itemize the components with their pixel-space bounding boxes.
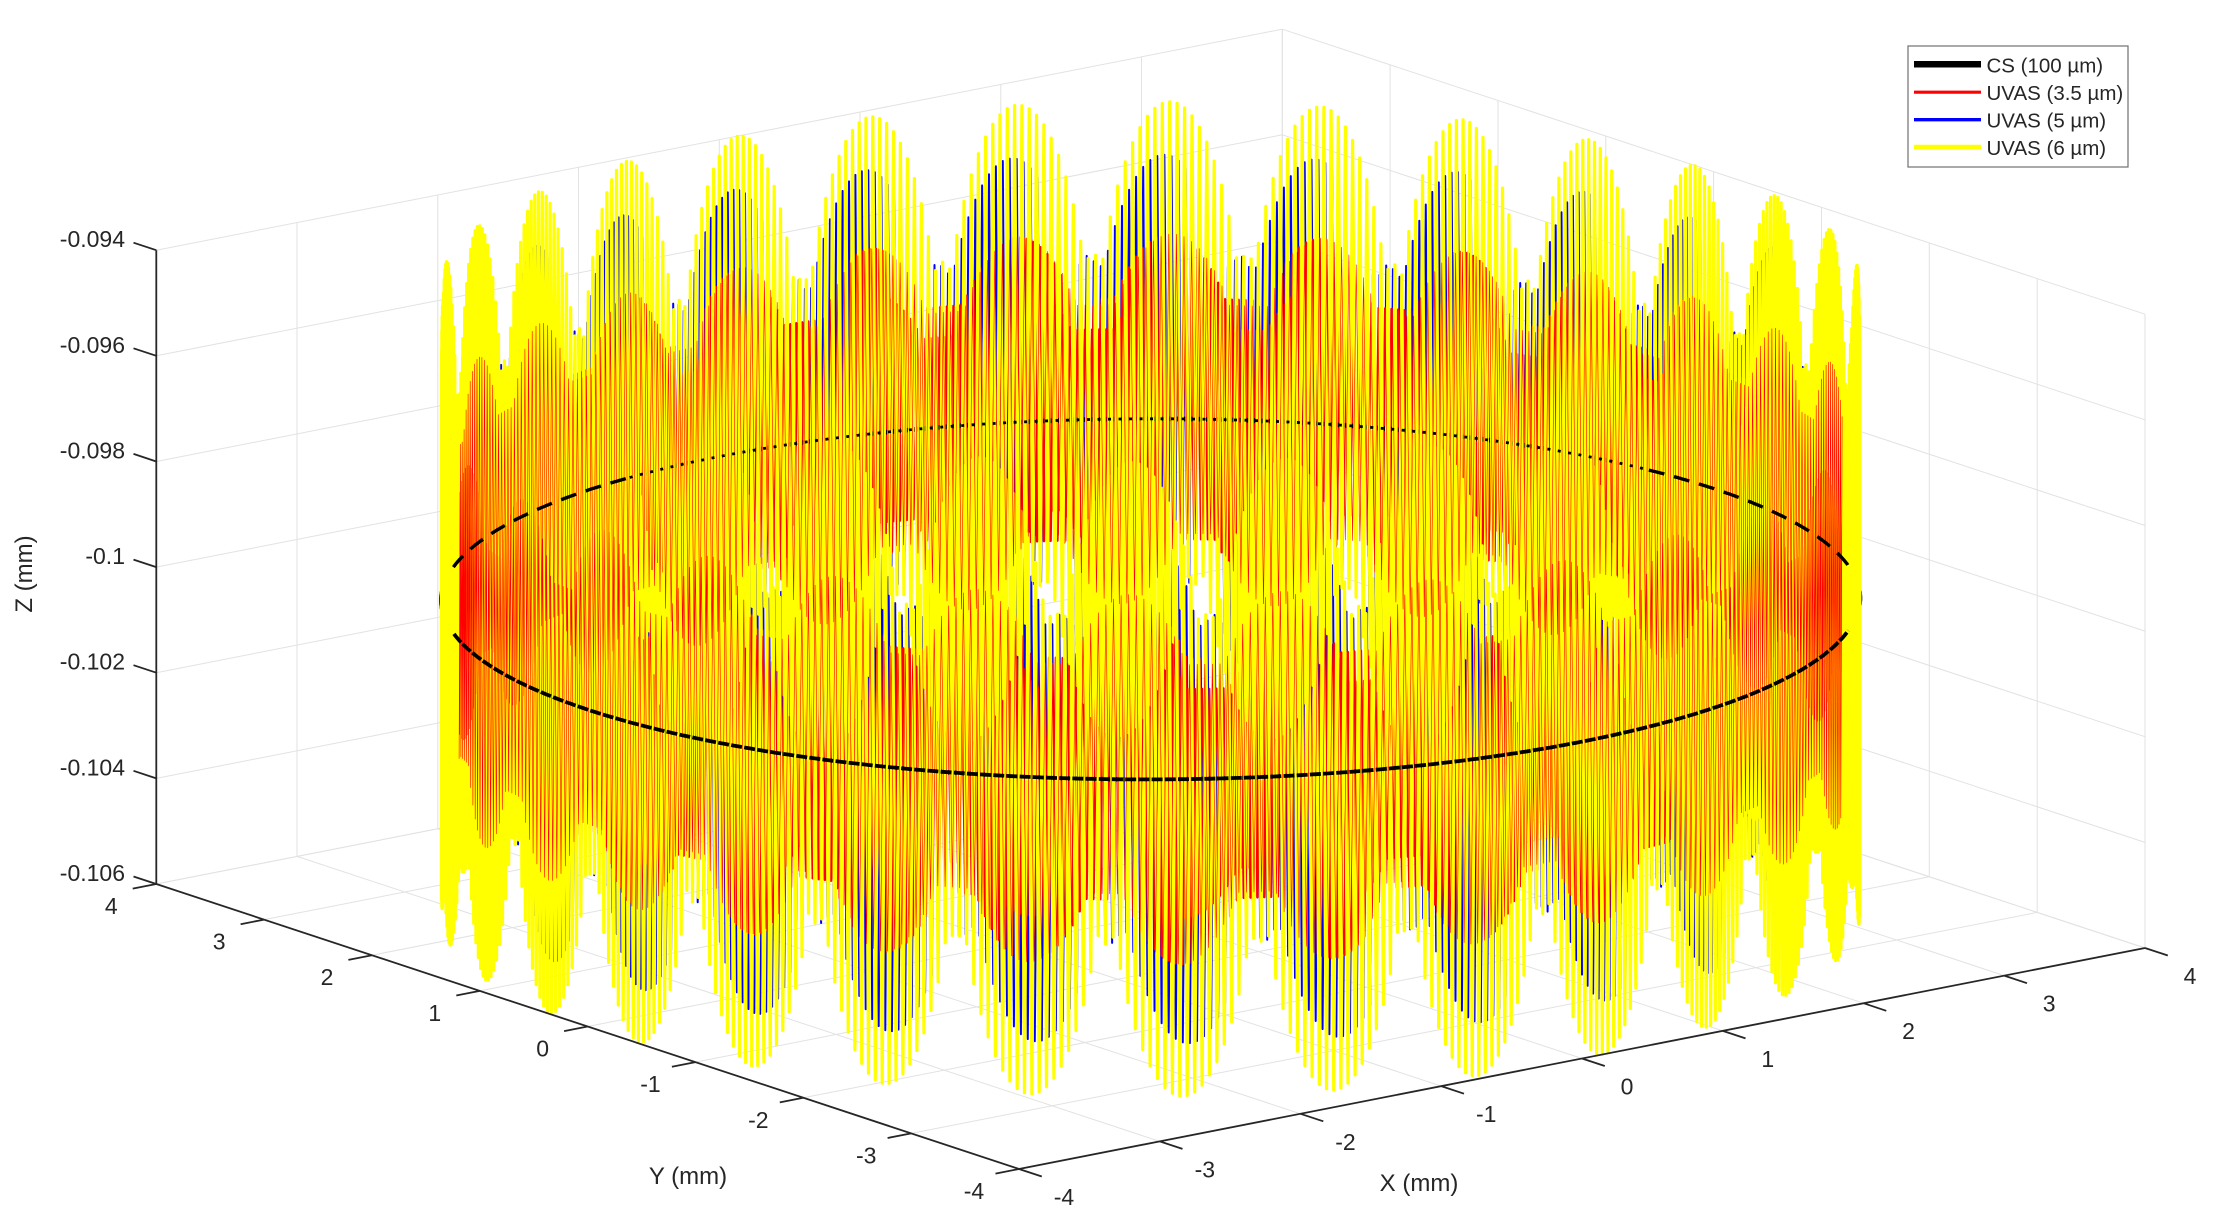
svg-text:CS (100 µm): CS (100 µm) xyxy=(1987,54,2104,77)
svg-text:-2: -2 xyxy=(1335,1129,1355,1155)
svg-text:-0.1: -0.1 xyxy=(85,543,125,569)
svg-text:3: 3 xyxy=(213,929,226,955)
svg-text:Y (mm): Y (mm) xyxy=(649,1163,727,1190)
svg-text:-0.102: -0.102 xyxy=(60,649,125,675)
svg-text:-0.094: -0.094 xyxy=(60,226,125,252)
svg-text:-0.104: -0.104 xyxy=(60,754,125,780)
svg-text:UVAS (3.5 µm): UVAS (3.5 µm) xyxy=(1987,82,2124,105)
svg-text:-2: -2 xyxy=(748,1107,768,1133)
svg-text:UVAS (6 µm): UVAS (6 µm) xyxy=(1987,137,2107,160)
svg-text:-1: -1 xyxy=(640,1071,660,1097)
svg-text:-3: -3 xyxy=(856,1142,876,1168)
svg-text:-1: -1 xyxy=(1476,1101,1496,1127)
svg-text:4: 4 xyxy=(2184,963,2197,989)
svg-text:0: 0 xyxy=(536,1036,549,1062)
svg-text:-4: -4 xyxy=(964,1178,985,1204)
svg-text:3: 3 xyxy=(2043,991,2056,1017)
svg-text:2: 2 xyxy=(1902,1018,1915,1044)
svg-text:0: 0 xyxy=(1621,1074,1634,1100)
svg-text:2: 2 xyxy=(321,964,334,990)
svg-text:-0.096: -0.096 xyxy=(60,332,125,358)
svg-text:4: 4 xyxy=(105,893,118,919)
svg-text:1: 1 xyxy=(428,1000,441,1026)
svg-text:UVAS (5 µm): UVAS (5 µm) xyxy=(1987,110,2107,133)
svg-text:Z (mm): Z (mm) xyxy=(11,535,38,612)
svg-text:X (mm): X (mm) xyxy=(1380,1170,1459,1197)
svg-text:-4: -4 xyxy=(1054,1184,1075,1210)
svg-text:1: 1 xyxy=(1761,1046,1774,1072)
svg-text:-0.106: -0.106 xyxy=(60,860,125,886)
svg-text:-0.098: -0.098 xyxy=(60,438,125,464)
svg-text:-3: -3 xyxy=(1195,1156,1215,1182)
